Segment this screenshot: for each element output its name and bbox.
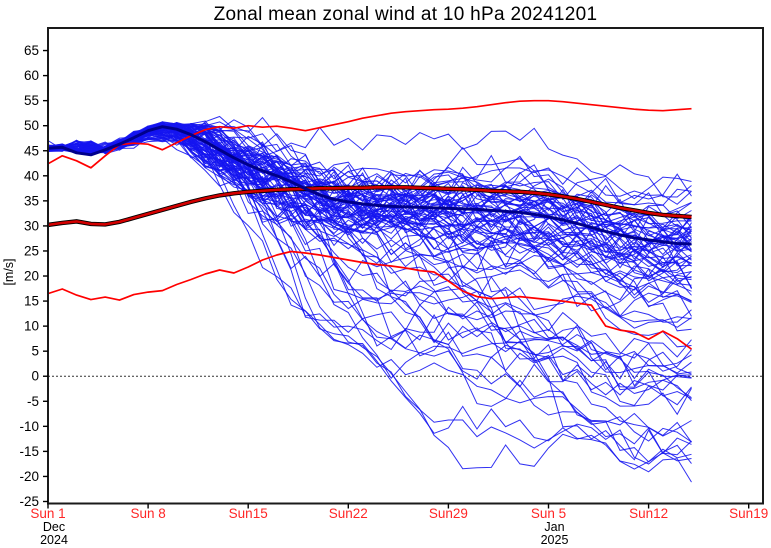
- x-month-label: Jan: [544, 520, 564, 534]
- ensemble-member-line: [48, 123, 692, 399]
- y-tick-label: -10: [19, 419, 39, 434]
- y-tick-label: 65: [24, 43, 39, 58]
- x-tick-label: Sun12: [629, 506, 668, 521]
- data-layer: [48, 99, 693, 483]
- plot-frame: [47, 27, 764, 505]
- y-tick-label: 35: [24, 193, 39, 208]
- y-tick-label: 15: [24, 294, 39, 309]
- x-tick-label: Sun29: [429, 506, 468, 521]
- ensemble-member-line: [48, 124, 692, 228]
- y-tick-label: 60: [24, 68, 39, 83]
- x-year-label: 2025: [541, 533, 569, 547]
- ensemble-mean-line: [48, 125, 692, 246]
- ensemble-member-line: [48, 126, 692, 358]
- x-tick-label: Sun 8: [130, 506, 165, 521]
- y-axis-label: [m/s]: [2, 258, 16, 285]
- climatology-lower-bound-line: [48, 250, 693, 350]
- ensemble-member-line: [48, 133, 692, 461]
- y-tick-label: -5: [27, 394, 39, 409]
- y-tick-label: 0: [31, 369, 39, 384]
- x-month-label: Dec: [43, 520, 65, 534]
- climatological-mean-line: [48, 186, 692, 227]
- ensemble-member-line: [48, 125, 692, 251]
- chart-title: Zonal mean zonal wind at 10 hPa 20241201: [213, 4, 598, 25]
- ensemble-member-line: [48, 130, 692, 316]
- ensemble-member-line: [48, 124, 692, 437]
- x-tick-label: Sun 5: [531, 506, 566, 521]
- ensemble-member-line: [48, 134, 692, 396]
- y-tick-label: -15: [19, 444, 39, 459]
- y-tick-label: 25: [24, 243, 39, 258]
- x-tick-label: Sun19: [729, 506, 768, 521]
- ensemble-member-line: [48, 135, 692, 251]
- x-tick-label: Sun 1: [30, 506, 65, 521]
- x-year-label: 2024: [40, 533, 68, 547]
- y-tick-label: 40: [24, 168, 39, 183]
- y-tick-label: 10: [24, 319, 39, 334]
- y-tick-label: 5: [31, 344, 39, 359]
- ensemble-member-line: [48, 124, 692, 380]
- y-tick-label: 55: [24, 93, 39, 108]
- y-tick-label: -20: [19, 469, 39, 484]
- climatology-upper-bound-line: [48, 99, 692, 169]
- y-tick-label: 30: [24, 218, 39, 233]
- ensemble-member-line: [48, 127, 692, 416]
- y-tick-label: 50: [24, 118, 39, 133]
- y-tick-label: -25: [19, 494, 39, 509]
- y-tick-label: 20: [24, 269, 39, 284]
- ensemble-member-line: [48, 138, 692, 463]
- x-tick-label: Sun22: [329, 506, 368, 521]
- x-tick-label: Sun15: [229, 506, 268, 521]
- y-tick-label: 45: [24, 143, 39, 158]
